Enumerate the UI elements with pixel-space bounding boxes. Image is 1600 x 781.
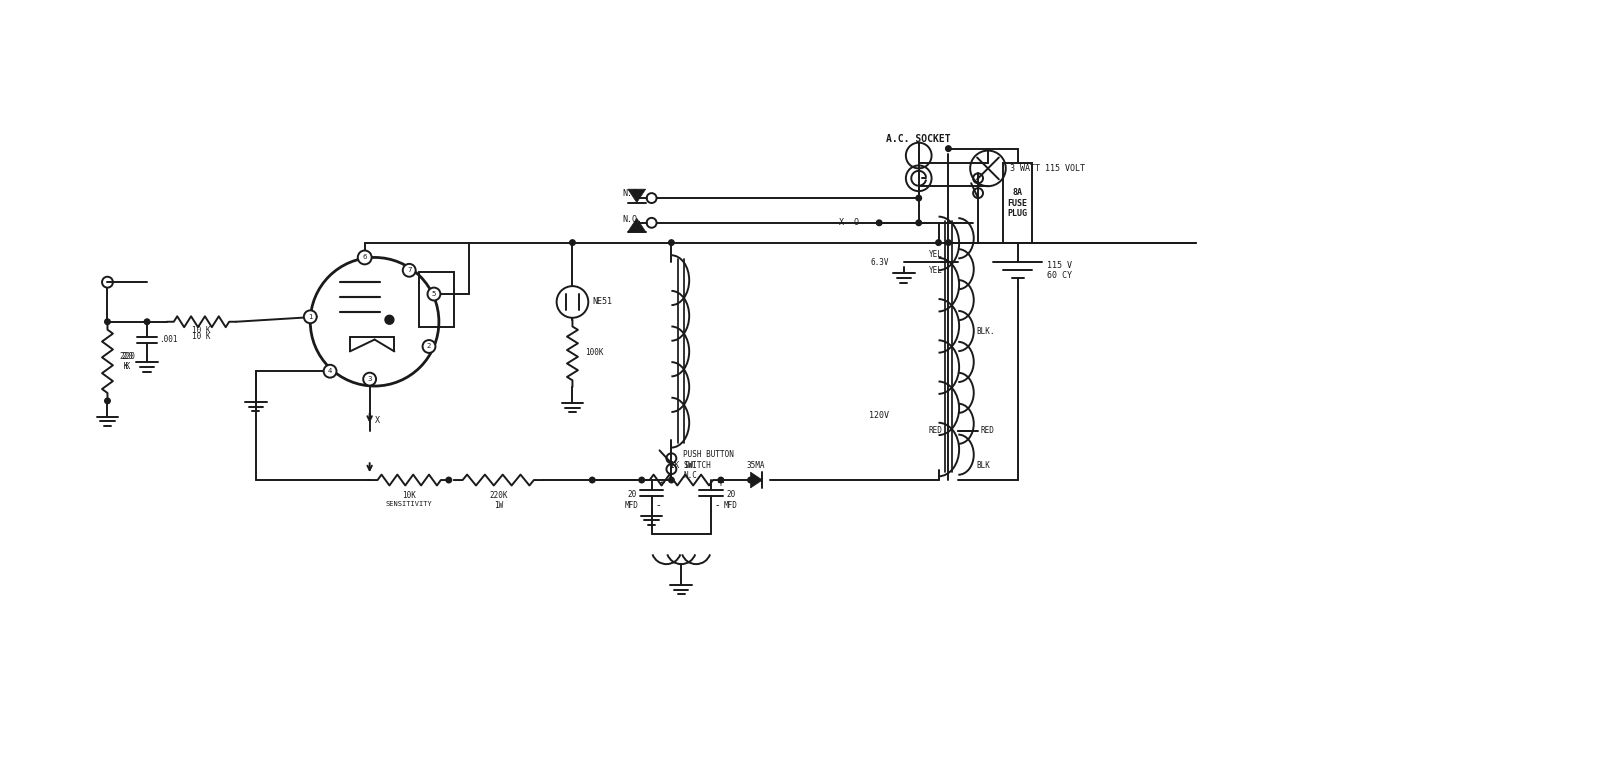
Text: SENSITIVITY: SENSITIVITY [386, 501, 432, 507]
Text: 35MA: 35MA [746, 461, 765, 470]
Circle shape [589, 477, 595, 483]
Text: 6: 6 [363, 255, 366, 260]
Text: 4: 4 [328, 368, 333, 374]
Circle shape [718, 477, 723, 483]
Text: BLK.: BLK. [976, 327, 995, 336]
Text: 5: 5 [432, 291, 437, 297]
Text: +: + [715, 478, 723, 488]
Circle shape [747, 477, 754, 483]
Circle shape [936, 240, 941, 245]
Circle shape [669, 240, 674, 245]
Text: 1K 1W: 1K 1W [670, 461, 693, 470]
Bar [1003, 163, 1032, 243]
Text: 220K: 220K [490, 491, 507, 500]
Text: YEL: YEL [928, 250, 942, 259]
Text: 115 V
60 CY: 115 V 60 CY [1048, 261, 1072, 280]
Text: 6.3V: 6.3V [870, 258, 890, 267]
Polygon shape [750, 473, 763, 488]
Text: NE51: NE51 [592, 298, 613, 306]
Circle shape [363, 373, 376, 386]
Text: 1: 1 [309, 314, 314, 319]
Text: BLK: BLK [976, 461, 990, 469]
Circle shape [422, 340, 435, 353]
Circle shape [386, 316, 394, 324]
Text: A.C. SOCKET: A.C. SOCKET [886, 134, 950, 144]
Circle shape [323, 365, 336, 378]
Text: PUSH BUTTON
SWITCH
N.C.: PUSH BUTTON SWITCH N.C. [683, 451, 734, 480]
Circle shape [304, 310, 317, 323]
Text: RED: RED [981, 426, 994, 435]
Circle shape [877, 220, 882, 226]
Polygon shape [627, 189, 646, 202]
Bar [419, 273, 454, 326]
Text: +: + [656, 478, 664, 488]
Circle shape [915, 220, 922, 226]
Text: X: X [374, 416, 379, 425]
Circle shape [915, 195, 922, 201]
Text: 120V: 120V [869, 412, 890, 420]
Text: 1W: 1W [494, 501, 502, 510]
Circle shape [638, 477, 645, 483]
Text: 20
MFD: 20 MFD [723, 490, 738, 509]
Circle shape [104, 319, 110, 325]
Text: 220
 K: 220 K [122, 351, 134, 371]
Text: 8A
FUSE
PLUG: 8A FUSE PLUG [1008, 188, 1027, 218]
Circle shape [669, 477, 674, 483]
Text: 3 WATT 115 VOLT: 3 WATT 115 VOLT [1010, 164, 1085, 173]
Text: YEL: YEL [928, 266, 942, 275]
Circle shape [570, 240, 576, 245]
Text: N.O.: N.O. [622, 216, 642, 224]
Text: 220
 K: 220 K [120, 351, 133, 371]
Circle shape [104, 398, 110, 404]
Circle shape [427, 287, 440, 301]
Text: .001: .001 [158, 335, 178, 344]
Text: RED: RED [928, 426, 942, 435]
Polygon shape [627, 219, 646, 232]
Text: N.C.: N.C. [622, 189, 642, 198]
Circle shape [446, 477, 451, 483]
Circle shape [144, 319, 150, 325]
Text: 10 K: 10 K [192, 326, 211, 335]
Circle shape [946, 146, 950, 152]
Text: 10K: 10K [402, 491, 416, 500]
Text: -: - [715, 500, 720, 510]
Text: |: | [917, 150, 920, 161]
Text: 3: 3 [368, 376, 371, 382]
Text: 100K: 100K [586, 348, 603, 357]
Text: 20
MFD: 20 MFD [626, 490, 638, 509]
Circle shape [358, 251, 371, 264]
Text: 10 K: 10 K [192, 332, 211, 341]
Text: 2: 2 [427, 344, 430, 349]
Text: 7: 7 [406, 267, 411, 273]
Circle shape [403, 264, 416, 276]
Text: -: - [656, 500, 661, 510]
Text: X  O: X O [840, 219, 859, 227]
Circle shape [946, 240, 950, 245]
